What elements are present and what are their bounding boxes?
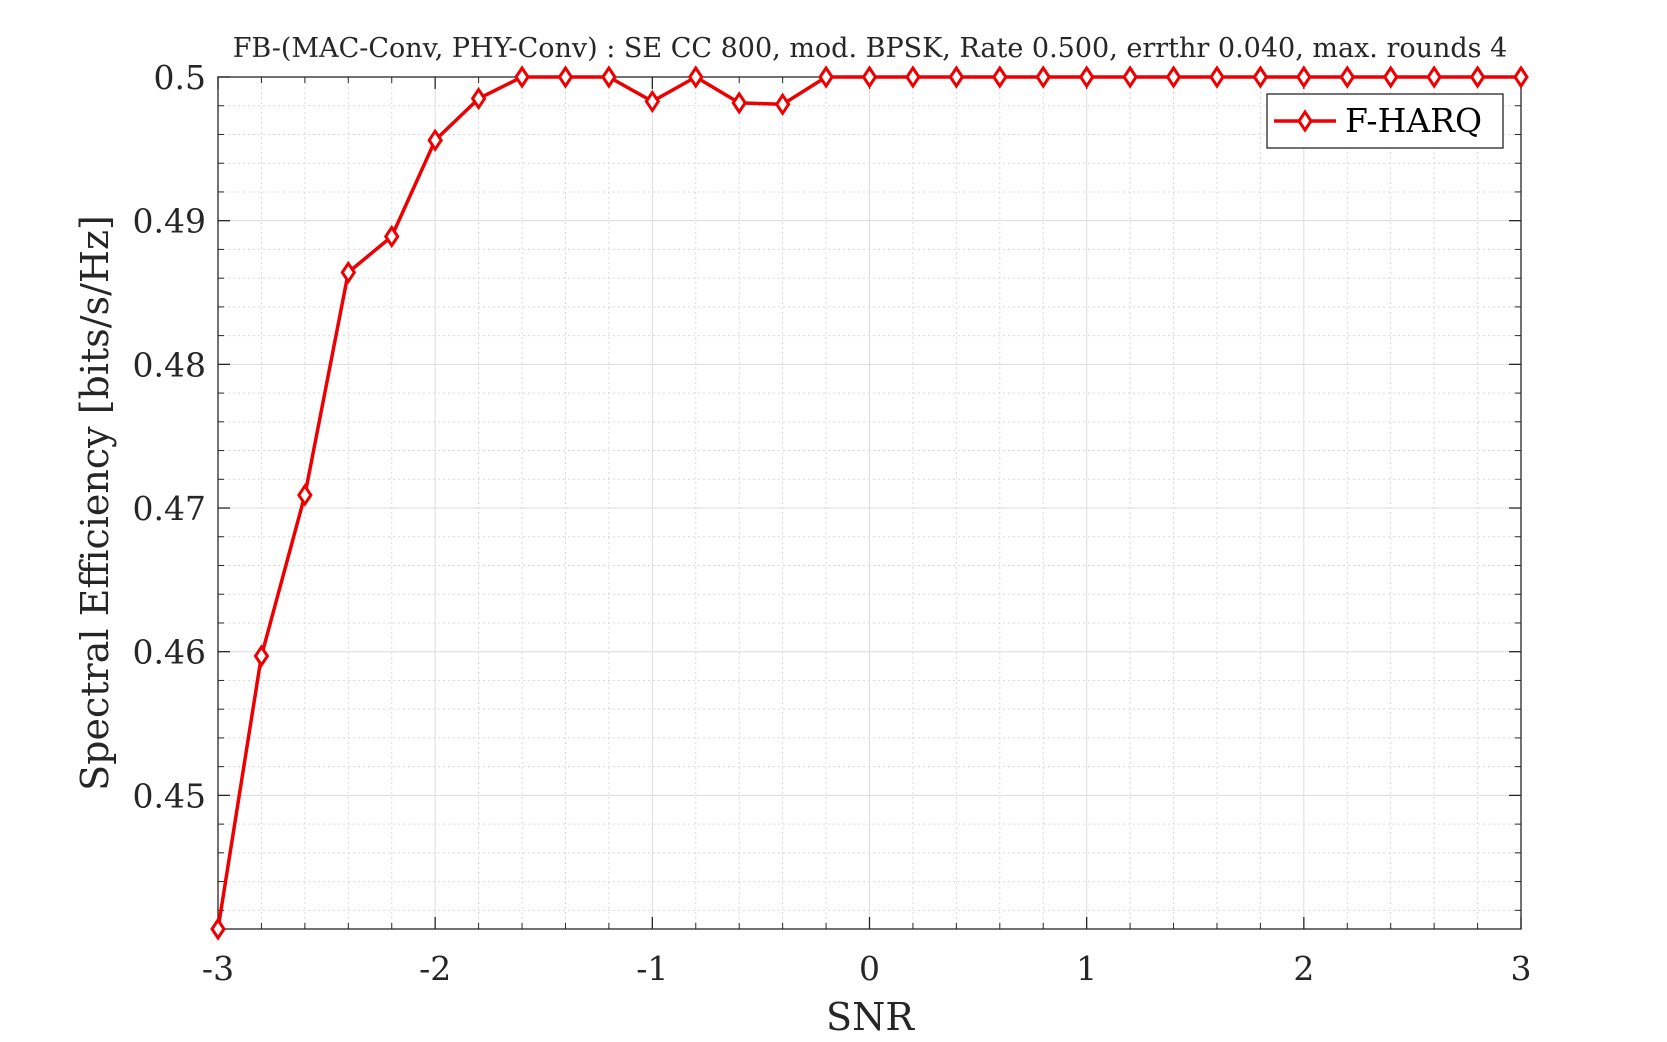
data-point-marker [991,65,1008,89]
x-tick-label: 2 [1293,949,1314,988]
data-point-marker [731,91,748,115]
data-point-marker [1252,65,1269,89]
data-point-marker [1382,65,1399,89]
data-point-marker [905,65,921,89]
data-point-marker [1078,65,1095,89]
x-tick-label: -1 [636,949,668,988]
data-point-marker [1426,65,1442,89]
data-point-marker [340,260,357,285]
x-tick-label: 3 [1511,949,1532,988]
legend-series-label: F-HARQ [1345,101,1482,140]
data-point-marker [774,92,791,117]
legend-series-marker [1297,109,1313,133]
data-point-marker [1469,65,1486,89]
x-tick-label: 0 [859,949,880,988]
data-point-marker [253,644,270,668]
data-point-marker [514,65,530,89]
data-point-marker [1035,65,1052,89]
y-tick-label: 0.49 [133,202,206,241]
data-point-marker [297,483,313,507]
series-layer [210,65,1529,941]
data-point-marker [1339,65,1356,89]
data-point-marker [948,65,965,89]
data-point-marker [687,65,704,89]
data-point-marker [470,86,487,111]
data-point-marker [1296,65,1312,89]
x-axis-label: SNR [826,995,915,1039]
chart-title: FB-(MAC-Conv, PHY-Conv) : SE CC 800, mod… [233,33,1508,64]
data-point-marker [427,128,443,152]
data-point-marker [1513,65,1529,89]
y-tick-label: 0.5 [154,58,206,97]
x-tick-label: 1 [1076,949,1097,988]
data-point-marker [1209,65,1225,89]
y-tick-label: 0.46 [133,633,206,672]
y-tick-label: 0.48 [133,345,206,384]
y-tick-label: 0.47 [133,489,206,528]
x-tick-labels: -3 -2 -1 0 1 2 3 [202,949,1532,988]
y-tick-labels: 0.45 0.46 0.47 0.48 0.49 0.5 [133,58,206,815]
x-tick-label: -2 [419,949,451,988]
data-point-marker [557,65,574,89]
data-point-marker [601,65,617,89]
data-point-marker [818,65,834,89]
x-tick-label: -3 [202,949,234,988]
data-point-marker [1165,65,1182,89]
data-point-marker [1122,65,1138,89]
data-point-marker [210,917,226,941]
legend: F-HARQ [1266,93,1504,149]
data-point-marker [383,224,400,249]
data-point-marker [861,65,878,89]
y-axis-label: Spectral Efficiency [bits/s/Hz] [73,215,117,791]
data-point-marker [644,89,661,114]
y-tick-label: 0.45 [133,776,206,815]
